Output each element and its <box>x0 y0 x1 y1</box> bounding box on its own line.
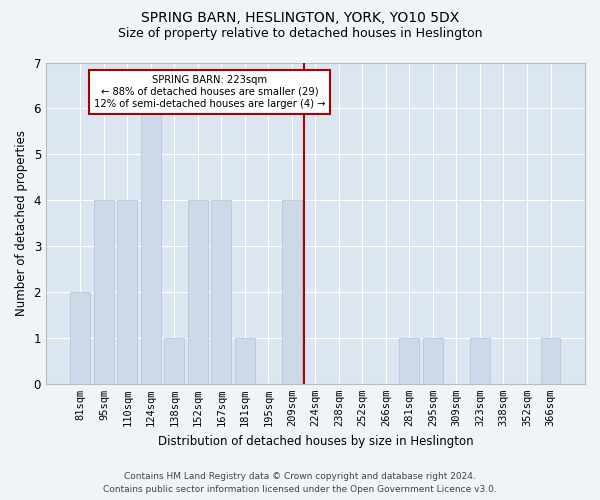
Bar <box>470 338 490 384</box>
Bar <box>164 338 184 384</box>
Text: SPRING BARN: 223sqm
← 88% of detached houses are smaller (29)
12% of semi-detach: SPRING BARN: 223sqm ← 88% of detached ho… <box>94 76 325 108</box>
Bar <box>118 200 137 384</box>
Bar <box>400 338 419 384</box>
Bar <box>282 200 302 384</box>
Bar <box>141 108 161 384</box>
Bar <box>70 292 91 384</box>
Text: Contains HM Land Registry data © Crown copyright and database right 2024.
Contai: Contains HM Land Registry data © Crown c… <box>103 472 497 494</box>
Y-axis label: Number of detached properties: Number of detached properties <box>15 130 28 316</box>
Bar <box>94 200 114 384</box>
Text: Size of property relative to detached houses in Heslington: Size of property relative to detached ho… <box>118 28 482 40</box>
Bar <box>423 338 443 384</box>
Bar <box>235 338 255 384</box>
Bar <box>211 200 232 384</box>
X-axis label: Distribution of detached houses by size in Heslington: Distribution of detached houses by size … <box>158 434 473 448</box>
Bar <box>188 200 208 384</box>
Text: SPRING BARN, HESLINGTON, YORK, YO10 5DX: SPRING BARN, HESLINGTON, YORK, YO10 5DX <box>141 11 459 25</box>
Bar <box>541 338 560 384</box>
